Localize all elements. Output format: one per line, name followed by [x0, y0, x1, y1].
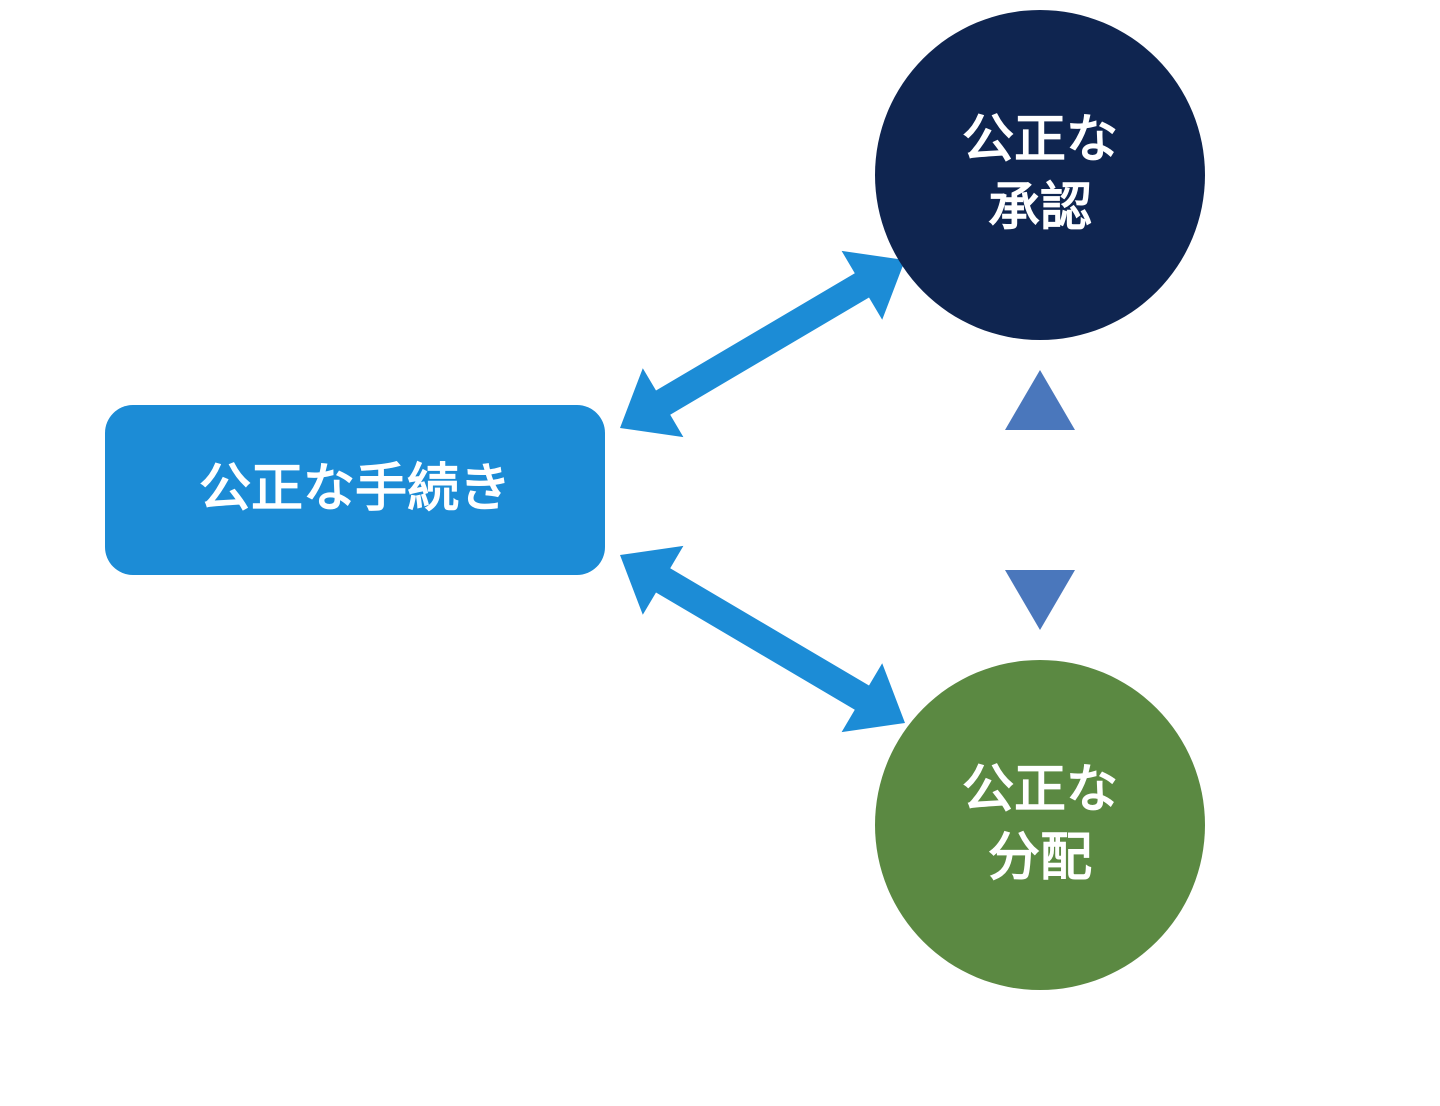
node-label-line1: 公正な手続き — [199, 456, 511, 524]
node-approval: 公正な承認 — [875, 10, 1205, 340]
arrow-proc-to-distribution — [620, 546, 905, 732]
node-label-line2: 分配 — [988, 829, 1092, 887]
node-label-line1: 公正な — [962, 761, 1118, 819]
node-label-line2: 承認 — [988, 179, 1092, 237]
node-procedure: 公正な手続き — [105, 405, 605, 575]
node-label-line1: 公正な — [962, 111, 1118, 169]
triangle-triangle-down — [1005, 570, 1075, 630]
triangle-triangle-up — [1005, 370, 1075, 430]
diagram-canvas: 公正な手続き公正な承認公正な分配 — [0, 0, 1440, 1106]
node-distribution: 公正な分配 — [875, 660, 1205, 990]
arrow-proc-to-approval — [620, 251, 905, 437]
